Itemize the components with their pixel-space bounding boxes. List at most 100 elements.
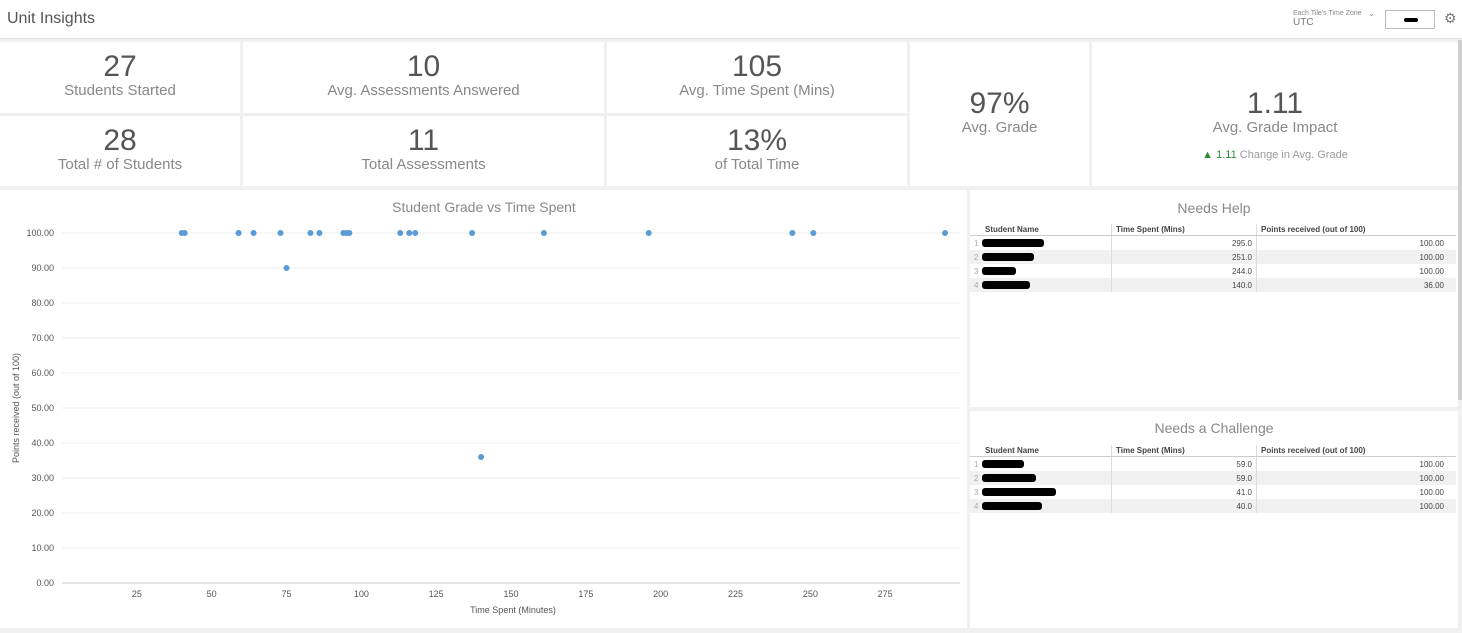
tile-avg-assessments: 10 Avg. Assessments Answered [243, 42, 604, 113]
points-cell: 100.00 [1419, 238, 1444, 248]
points-cell: 100.00 [1256, 471, 1456, 485]
y-tick-label: 30.00 [31, 473, 54, 483]
timezone-select[interactable] [1385, 10, 1435, 29]
col-points[interactable]: Points received (out of 100) [1256, 445, 1456, 457]
tile-total-assessments: 11 Total Assessments [243, 116, 604, 186]
tile-pct-total-time: 13% of Total Time [607, 116, 907, 186]
avg-grade-value: 97% [969, 87, 1030, 120]
data-point[interactable] [397, 230, 404, 236]
data-point[interactable] [250, 230, 257, 236]
row-index: 1 [974, 459, 979, 469]
table-row[interactable]: 1 59.0 100.00 [970, 456, 1456, 471]
table-row[interactable]: 3 41.0 100.00 [970, 485, 1456, 499]
data-point[interactable] [283, 265, 290, 271]
table-row[interactable]: 2 251.0 100.00 [970, 250, 1456, 264]
scatter-chart: Student Grade vs Time Spent 0.00 10.00 20.… [11, 199, 960, 615]
data-point[interactable] [307, 230, 314, 236]
redacted-name [982, 253, 1035, 262]
data-point[interactable] [316, 230, 323, 236]
redacted-name [982, 239, 1045, 248]
points-cell: 100.00 [1419, 266, 1444, 276]
avg-assessments-value: 10 [406, 50, 441, 83]
data-point[interactable] [469, 230, 476, 236]
data-point[interactable] [235, 230, 242, 236]
y-tick-label: 60.00 [31, 368, 54, 378]
tile-avg-time: 105 Avg. Time Spent (Mins) [607, 42, 907, 113]
avg-assessments-label: Avg. Assessments Answered [327, 82, 520, 99]
tile-total-students: 28 Total # of Students [0, 116, 240, 186]
x-tick-label: 75 [281, 589, 291, 599]
data-point[interactable] [406, 230, 413, 236]
data-point[interactable] [346, 230, 353, 236]
pct-total-time-value: 13% [726, 124, 788, 157]
y-tick-label: 70.00 [31, 333, 54, 343]
points-cell: 100.00 [1256, 499, 1456, 513]
x-tick-label: 50 [207, 589, 217, 599]
time-cell: 295.0 [1111, 235, 1257, 250]
data-point[interactable] [277, 230, 284, 236]
col-time-spent[interactable]: Time Spent (Mins) [1111, 445, 1257, 457]
tile-grade-impact: 1.11 Avg. Grade Impact ▲ 1.11 Change in … [1092, 42, 1458, 186]
time-cell: 41.0 [1111, 485, 1257, 499]
col-points[interactable]: Points received (out of 100) [1256, 224, 1456, 236]
y-tick-label: 100.00 [26, 228, 54, 238]
table-row[interactable]: 2 59.0 100.00 [970, 471, 1456, 485]
col-student-name[interactable]: Student Name [970, 224, 1112, 236]
data-point[interactable] [412, 230, 419, 236]
tile-students-started: 27 Students Started [0, 42, 240, 113]
col-time-spent[interactable]: Time Spent (Mins) [1111, 224, 1257, 236]
points-cell: 100.00 [1419, 459, 1444, 469]
avg-time-label: Avg. Time Spent (Mins) [679, 82, 835, 99]
gear-icon[interactable]: ⚙ [1444, 10, 1457, 26]
x-tick-label: 175 [578, 589, 593, 599]
x-tick-label: 100 [354, 589, 369, 599]
time-cell: 59.0 [1111, 471, 1257, 485]
chevron-down-icon[interactable]: ⌄ [1368, 9, 1375, 18]
grade-impact-label: Avg. Grade Impact [1212, 119, 1338, 136]
data-point[interactable] [181, 230, 188, 236]
timezone-label: Each Tile's Time Zone [1293, 10, 1362, 17]
x-tick-label: 275 [878, 589, 893, 599]
data-point[interactable] [942, 230, 949, 236]
redacted-name [982, 502, 1043, 511]
x-tick-label: 150 [503, 589, 518, 599]
redacted-name [982, 474, 1037, 483]
needs-challenge-title: Needs a Challenge [1154, 420, 1274, 436]
needs-challenge-panel: Needs a Challenge Student Name Time Spen… [970, 411, 1458, 628]
data-point[interactable] [789, 230, 796, 236]
triangle-up-icon: ▲ [1202, 149, 1214, 161]
total-students-label: Total # of Students [57, 156, 183, 173]
timezone-value[interactable]: UTC [1293, 17, 1314, 28]
pct-total-time-label: of Total Time [714, 156, 800, 173]
data-point[interactable] [810, 230, 817, 236]
needs-help-title: Needs Help [1177, 200, 1251, 216]
row-index: 2 [974, 252, 979, 262]
redacted-name [982, 488, 1057, 497]
points-cell: 100.00 [1419, 487, 1444, 497]
data-point[interactable] [540, 230, 547, 236]
x-tick-label: 125 [429, 589, 444, 599]
data-point[interactable] [478, 454, 485, 460]
chart-title: Student Grade vs Time Spent [392, 199, 576, 215]
col-student-name[interactable]: Student Name [970, 445, 1112, 457]
y-tick-label: 80.00 [31, 298, 54, 308]
x-tick-label: 250 [803, 589, 818, 599]
table-row[interactable]: 3 244.0 100.00 [970, 264, 1456, 278]
total-assessments-value: 11 [407, 124, 440, 157]
y-tick-label: 20.00 [31, 508, 54, 518]
data-point[interactable] [645, 230, 652, 236]
scrollbar[interactable] [1458, 40, 1462, 400]
x-tick-label: 200 [653, 589, 668, 599]
y-tick-label: 0.00 [36, 578, 54, 588]
time-cell: 244.0 [1111, 264, 1257, 278]
grade-impact-value: 1.11 [1246, 87, 1304, 120]
needs-help-panel: Needs Help Student Name Time Spent (Mins… [970, 190, 1458, 407]
table-row[interactable]: 1 295.0 100.00 [970, 235, 1456, 250]
table-row[interactable]: 4 40.0 100.00 [970, 499, 1456, 513]
row-index: 4 [974, 280, 979, 290]
row-index: 3 [974, 266, 979, 276]
students-started-value: 27 [103, 50, 137, 83]
avg-grade-label: Avg. Grade [961, 119, 1038, 136]
table-row[interactable]: 4 140.0 36.00 [970, 278, 1456, 292]
total-students-value: 28 [103, 124, 137, 157]
